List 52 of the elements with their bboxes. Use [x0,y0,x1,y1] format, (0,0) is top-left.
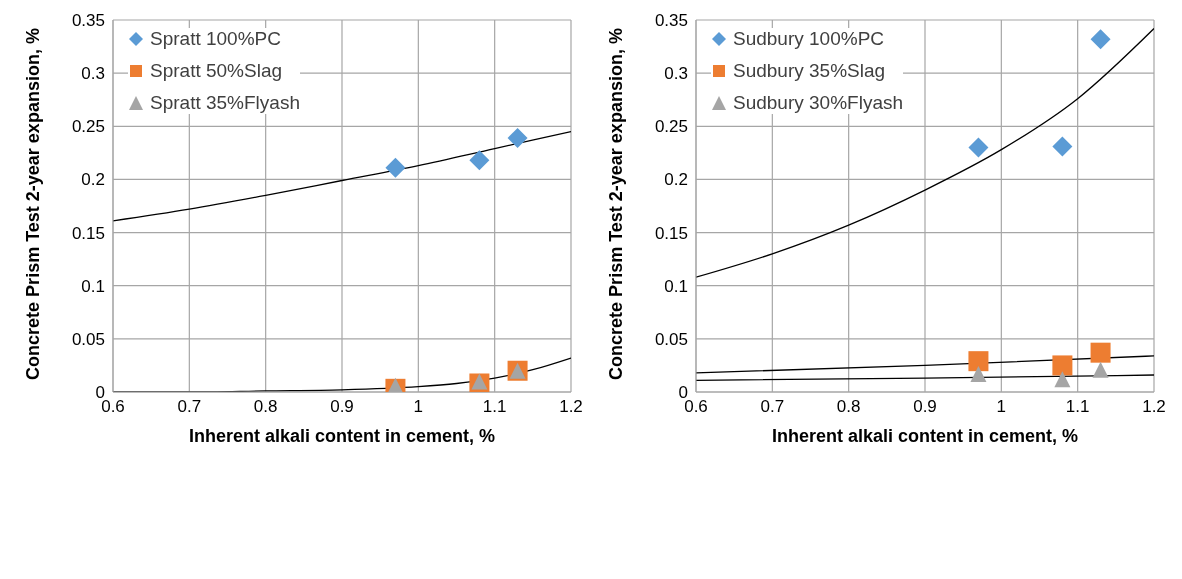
point [970,365,987,382]
point [1090,29,1111,50]
y-tick-label: 0.1 [664,276,688,296]
legend-label: Sudbury 30%Flyash [733,92,904,114]
x-tick-label: 1.1 [482,397,507,417]
x-tick-label: 1.2 [1142,397,1166,417]
point [968,137,989,158]
point [1090,342,1111,363]
y-tick-label: 0.25 [654,117,688,137]
x-tick-label: 0.9 [913,397,937,417]
x-tick-label: 0.6 [101,397,125,417]
x-tick-label: 0.7 [760,397,785,417]
point [1052,355,1073,376]
y-tick-label: 0.3 [664,64,688,84]
y-tick-label: 0.15 [71,223,105,243]
point [1054,371,1071,388]
y-tick-label: 0.15 [654,223,688,243]
x-tick-label: 0.8 [253,397,278,417]
x-tick-label: 1 [996,397,1007,417]
point [1052,136,1073,157]
point [385,157,406,178]
point [469,150,490,171]
y-axis-title: Concrete Prism Test 2-year expansion, % [606,28,627,380]
point [968,351,989,372]
legend-label: Sudbury 100%PC [733,28,885,50]
legend-label: Spratt 100%PC [150,28,281,50]
line-series [113,130,571,222]
y-axis-title: Concrete Prism Test 2-year expansion, % [23,28,44,380]
legend-label: Spratt 35%Flyash [150,92,300,114]
y-tick-label: 0.05 [654,329,688,349]
x-tick-label: 0.9 [330,397,354,417]
legend-label: Sudbury 35%Slag [733,60,886,82]
x-tick-label: 0.7 [177,397,202,417]
y-tick-label: 0.2 [664,170,688,190]
x-axis-title: Inherent alkali content in cement, % [188,426,496,446]
y-tick-label: 0.3 [81,64,105,84]
y-tick-label: 0.25 [71,117,105,137]
point [1092,361,1109,378]
y-tick-label: 0.2 [81,170,105,190]
y-tick-label: 0.1 [81,276,105,296]
x-tick-label: 1 [413,397,424,417]
x-tick-label: 1.2 [559,397,583,417]
legend-label: Spratt 50%Slag [150,60,283,82]
line-series [696,27,1154,278]
x-tick-label: 0.6 [684,397,708,417]
x-axis-title: Inherent alkali content in cement, % [771,426,1079,446]
point [507,127,528,148]
x-tick-label: 0.8 [836,397,861,417]
y-tick-label: 0.35 [71,11,105,31]
x-tick-label: 1.1 [1065,397,1090,417]
y-tick-label: 0.05 [71,329,105,349]
y-tick-label: 0.35 [654,11,688,31]
